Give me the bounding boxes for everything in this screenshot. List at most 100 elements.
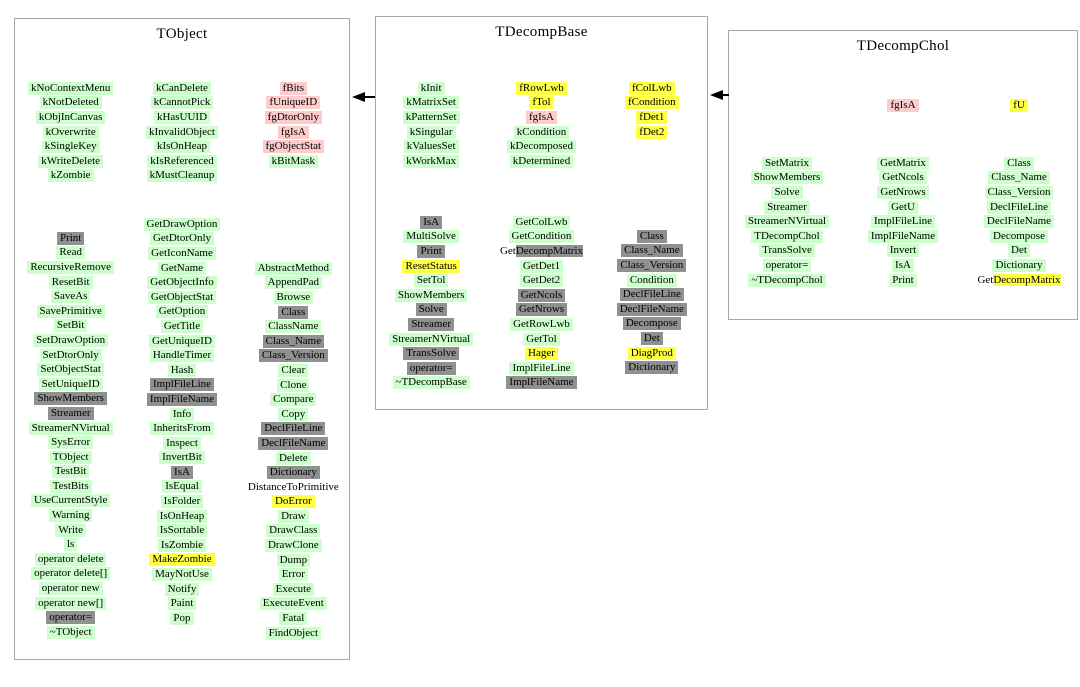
member-item[interactable]: kOverwrite xyxy=(42,125,99,139)
method-item[interactable]: StreamerNVirtual xyxy=(744,215,830,229)
method-item[interactable]: Inspect xyxy=(163,436,201,450)
method-item[interactable]: Hager xyxy=(525,347,558,361)
method-item[interactable]: ImplFileLine xyxy=(149,378,215,392)
method-item[interactable]: GetDecompMatrix xyxy=(497,244,586,258)
method-item[interactable]: Print xyxy=(56,231,85,245)
method-item[interactable]: SysError xyxy=(48,436,94,450)
method-item[interactable]: Copy xyxy=(278,407,309,421)
method-item[interactable]: Dictionary xyxy=(266,466,320,480)
method-item[interactable]: operator new[] xyxy=(35,596,107,610)
method-item[interactable]: AppendPad xyxy=(264,276,322,290)
method-item[interactable]: operator= xyxy=(762,258,812,272)
method-item[interactable]: Warning xyxy=(48,509,93,523)
method-item[interactable]: InheritsFrom xyxy=(150,422,214,436)
method-item[interactable]: ~TDecompBase xyxy=(392,376,470,390)
method-item[interactable]: operator delete[] xyxy=(31,567,111,581)
member-item[interactable]: fTol xyxy=(529,96,554,110)
method-item[interactable]: DrawClass xyxy=(266,524,321,538)
method-item[interactable]: GetOption xyxy=(155,305,209,319)
method-item[interactable]: operator delete xyxy=(34,552,107,566)
method-item[interactable]: GetTol xyxy=(523,332,560,346)
method-item[interactable]: GetDet2 xyxy=(519,274,564,288)
member-item[interactable]: kMustCleanup xyxy=(146,169,218,183)
method-item[interactable]: DeclFileLine xyxy=(986,200,1052,214)
member-item[interactable]: kCanDelete xyxy=(153,81,211,95)
method-item[interactable]: IsZombie xyxy=(157,538,207,552)
method-item[interactable]: Class_Version xyxy=(984,185,1054,199)
method-item[interactable]: Class xyxy=(1004,156,1034,170)
member-item[interactable]: kInvalidObject xyxy=(146,125,218,139)
method-item[interactable]: GetObjectInfo xyxy=(147,276,217,290)
method-item[interactable]: ResetStatus xyxy=(402,259,460,273)
method-item[interactable]: ImplFileLine xyxy=(509,361,574,375)
method-item[interactable]: GetDrawOption xyxy=(143,217,221,231)
member-item[interactable]: kInit xyxy=(417,81,445,95)
method-item[interactable]: SetUniqueID xyxy=(38,377,103,391)
method-item[interactable]: Decompose xyxy=(622,317,681,331)
method-item[interactable]: ImplFileName xyxy=(867,229,939,243)
member-item[interactable]: kObjInCanvas xyxy=(35,110,106,124)
member-item[interactable]: kZombie xyxy=(47,169,94,183)
method-item[interactable]: Browse xyxy=(273,290,314,304)
method-item[interactable]: SetDrawOption xyxy=(33,333,109,347)
method-item[interactable]: UseCurrentStyle xyxy=(31,494,111,508)
method-item[interactable]: Compare xyxy=(270,393,317,407)
method-item[interactable]: GetNrows xyxy=(515,303,568,317)
member-item[interactable]: fDet1 xyxy=(636,110,668,124)
method-item[interactable]: ShowMembers xyxy=(394,288,468,302)
member-item[interactable]: fColLwb xyxy=(628,81,675,95)
method-item[interactable]: GetIconName xyxy=(148,246,216,260)
member-item[interactable]: fU xyxy=(1010,98,1028,112)
member-item[interactable]: fBits xyxy=(279,81,308,95)
member-item[interactable]: kNoContextMenu xyxy=(27,81,114,95)
method-item[interactable]: GetDtorOnly xyxy=(149,232,215,246)
method-item[interactable]: SetBit xyxy=(53,319,88,333)
method-item[interactable]: MultiSolve xyxy=(403,230,459,244)
method-item[interactable]: TestBit xyxy=(51,465,90,479)
method-item[interactable]: GetDet1 xyxy=(519,259,564,273)
method-item[interactable]: IsSortable xyxy=(156,524,208,538)
method-item[interactable]: AbstractMethod xyxy=(254,261,333,275)
method-item[interactable]: ExecuteEvent xyxy=(259,597,327,611)
method-item[interactable]: Draw xyxy=(278,509,309,523)
method-item[interactable]: DrawClone xyxy=(264,539,322,553)
method-item[interactable]: SavePrimitive xyxy=(36,304,105,318)
method-item[interactable]: TestBits xyxy=(49,479,92,493)
method-item[interactable]: SetObjectStat xyxy=(37,363,104,377)
method-item[interactable]: Class_Version xyxy=(258,349,328,363)
method-item[interactable]: TransSolve xyxy=(759,244,815,258)
member-item[interactable]: kHasUUID xyxy=(153,110,211,124)
method-item[interactable]: Class_Version xyxy=(617,258,687,272)
method-item[interactable]: FindObject xyxy=(265,626,322,640)
method-item[interactable]: ImplFileName xyxy=(506,376,577,390)
member-item[interactable]: fgIsA xyxy=(887,98,919,112)
member-item[interactable]: kCondition xyxy=(513,125,570,139)
method-item[interactable]: GetMatrix xyxy=(877,156,929,170)
method-item[interactable]: DeclFileLine xyxy=(619,288,684,302)
member-item[interactable]: fUniqueID xyxy=(266,96,321,110)
method-item[interactable]: DiagProd xyxy=(627,346,676,360)
method-item[interactable]: Streamer xyxy=(408,317,455,331)
method-item[interactable]: DistanceToPrimitive xyxy=(247,480,339,493)
method-item[interactable]: Invert xyxy=(886,244,920,258)
member-item[interactable]: fgDtorOnly xyxy=(264,110,322,124)
member-item[interactable]: kValuesSet xyxy=(403,140,459,154)
class-title-tobject[interactable]: TObject xyxy=(156,26,208,42)
method-item[interactable]: Dump xyxy=(276,553,311,567)
method-item[interactable]: IsOnHeap xyxy=(156,509,208,523)
method-item[interactable]: Error xyxy=(278,568,308,582)
method-item[interactable]: GetNcols xyxy=(879,171,927,185)
method-item[interactable]: DeclFileName xyxy=(616,302,687,316)
member-item[interactable]: kPatternSet xyxy=(402,110,460,124)
method-item[interactable]: Notify xyxy=(164,582,200,596)
method-item[interactable]: StreamerNVirtual xyxy=(389,332,474,346)
method-item[interactable]: Write xyxy=(55,523,86,537)
member-item[interactable]: fCondition xyxy=(624,96,679,110)
method-item[interactable]: GetUniqueID xyxy=(149,334,215,348)
method-item[interactable]: Class_Name xyxy=(262,334,325,348)
method-item[interactable]: Solve xyxy=(771,185,803,199)
method-item[interactable]: SetDtorOnly xyxy=(39,348,102,362)
method-item[interactable]: RecursiveRemove xyxy=(27,260,114,274)
member-item[interactable]: kCannotPick xyxy=(150,96,214,110)
method-item[interactable]: DeclFileName xyxy=(258,436,329,450)
